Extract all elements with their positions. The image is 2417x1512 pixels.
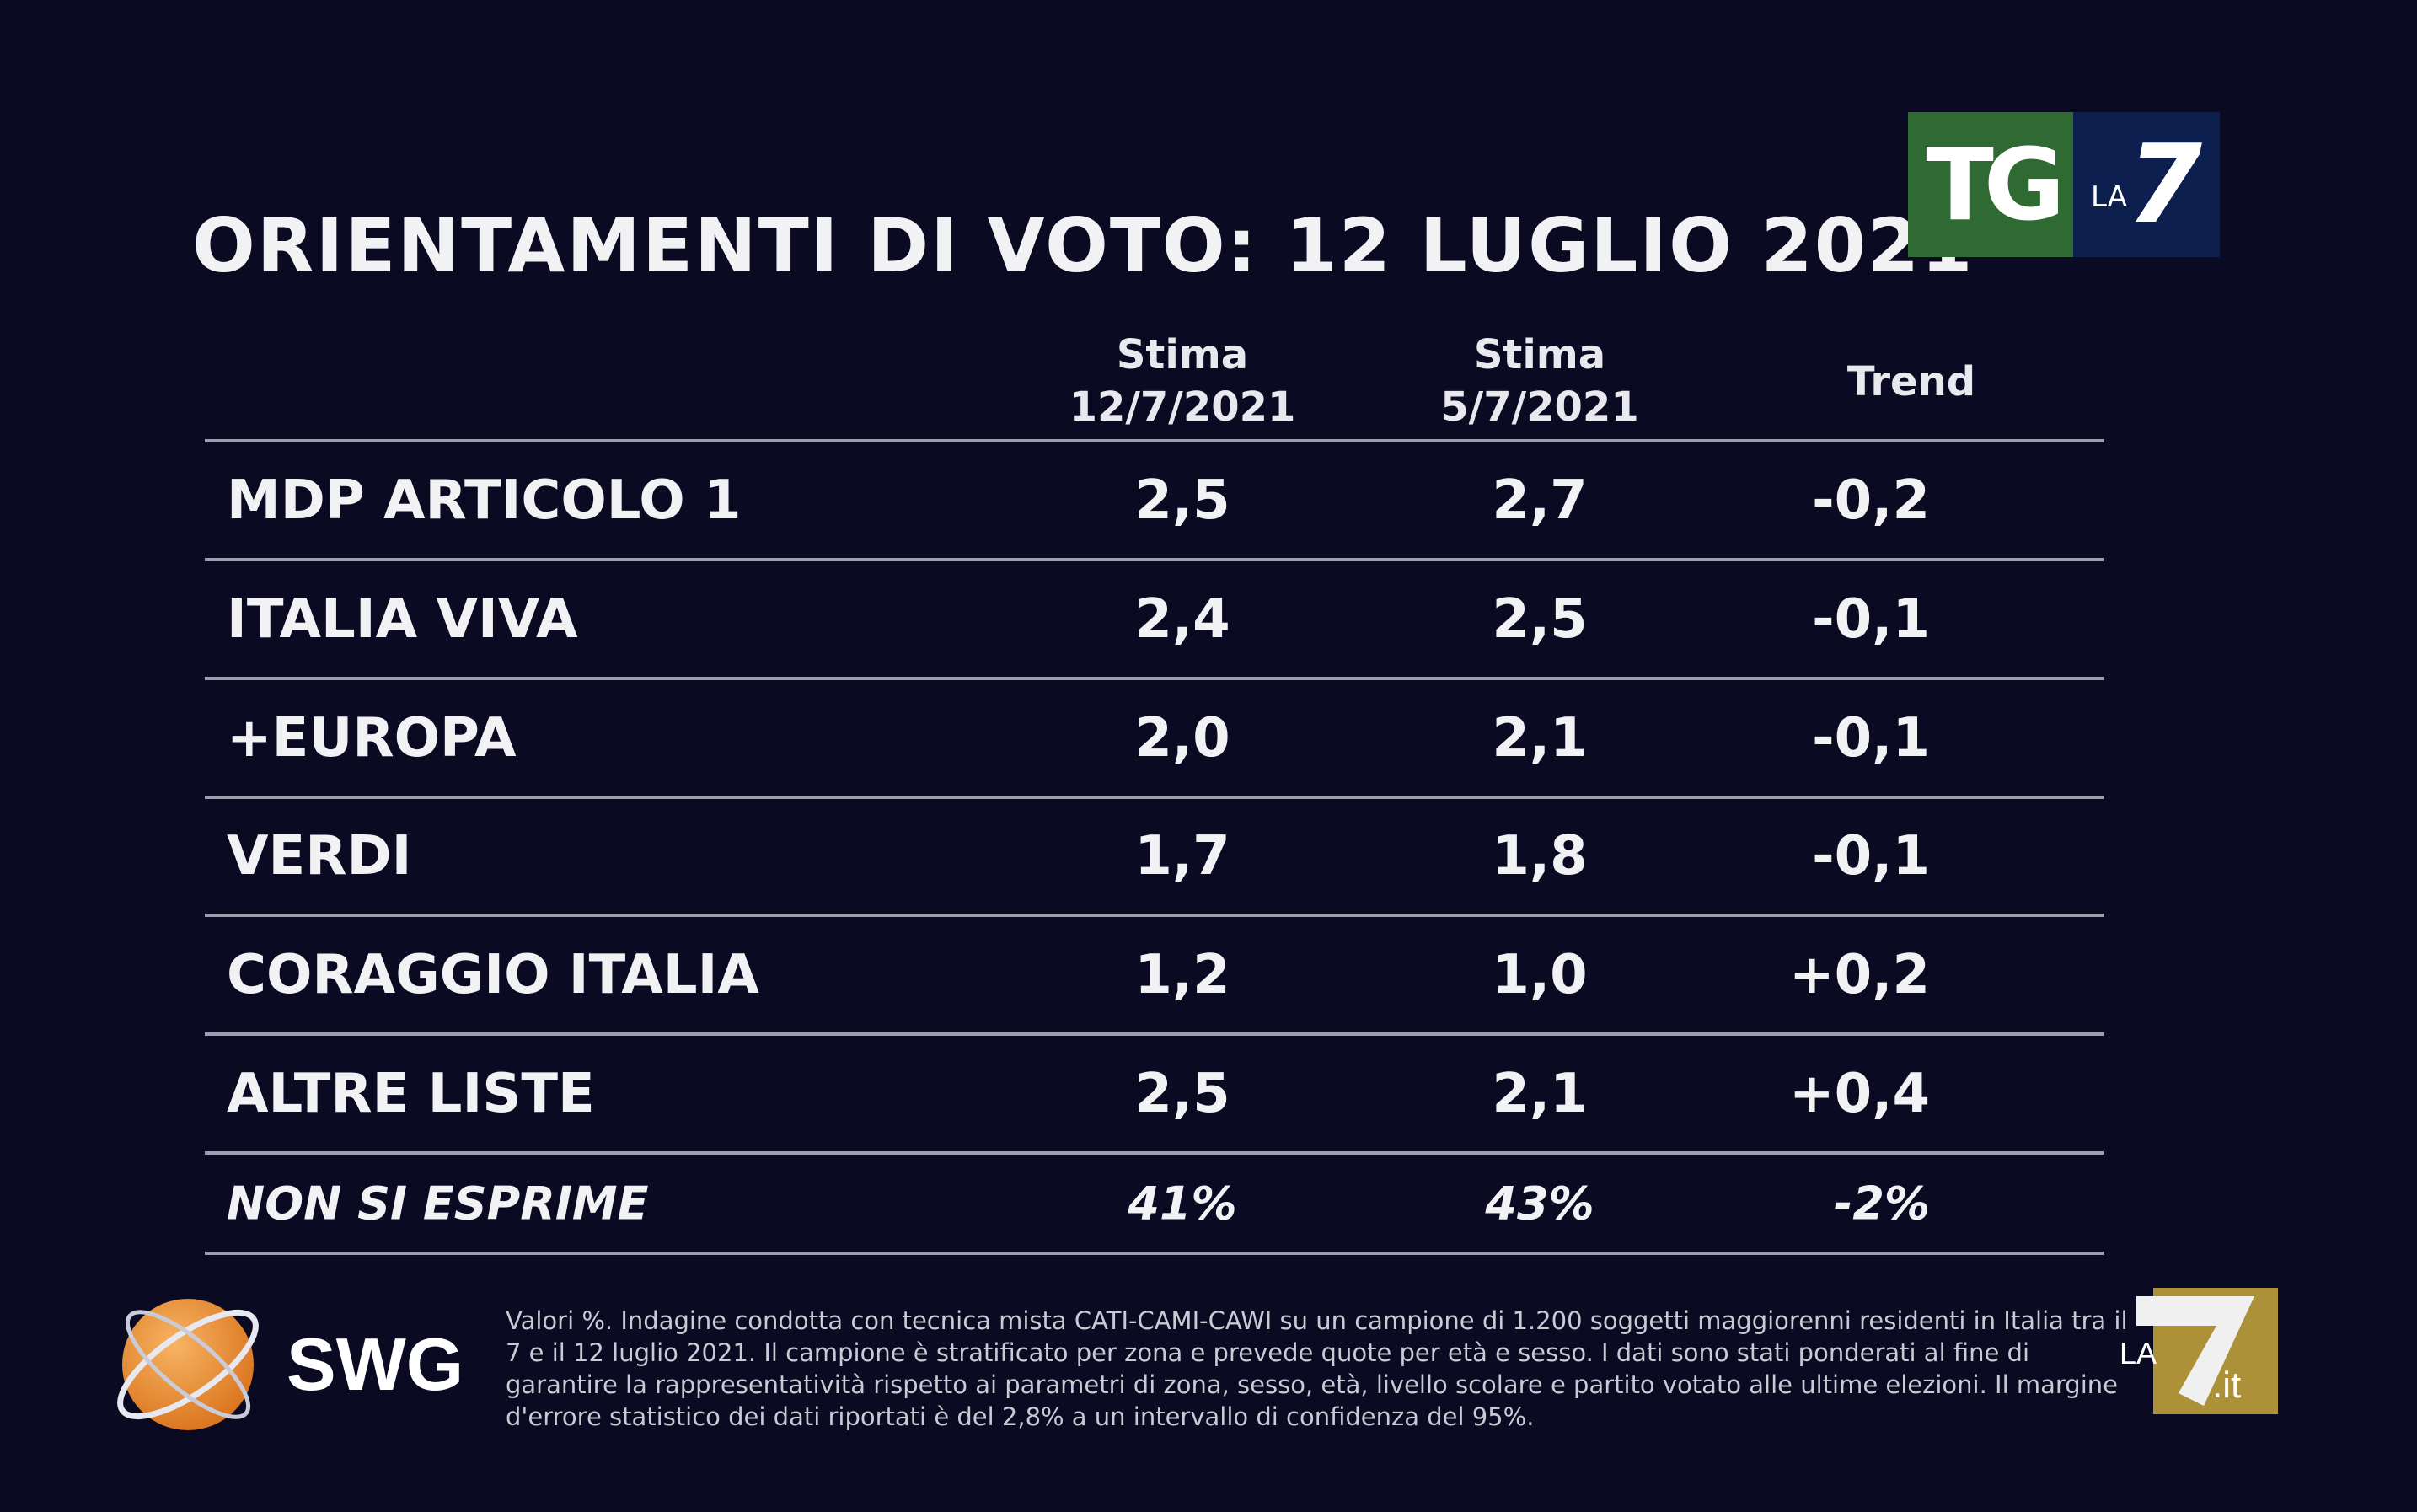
party-name: ITALIA VIVA — [227, 587, 578, 651]
la-logo-text: LA — [2090, 180, 2127, 214]
party-name: ALTRE LISTE — [227, 1062, 595, 1125]
it-watermark-text: .it — [2212, 1365, 2241, 1406]
header-current: Stima 12/7/2021 — [1056, 329, 1309, 433]
la7it-watermark: LA .it — [2120, 1288, 2278, 1414]
tg-logo-text: TG — [1908, 112, 2073, 257]
table-row: VERDI 1,7 1,8 -0,1 — [227, 825, 1930, 887]
swg-text: SWG — [287, 1322, 464, 1406]
footnote: Valori %. Indagine condotta con tecnica … — [506, 1306, 2128, 1431]
trend-value: -0,1 — [1812, 706, 1930, 769]
la-watermark-text: LA — [2120, 1336, 2157, 1370]
row-divider — [205, 1151, 2104, 1155]
seven-logo-text: 7 — [2126, 121, 2203, 248]
row-divider — [205, 1032, 2104, 1036]
row-divider — [205, 796, 2104, 799]
table-row: ITALIA VIVA 2,4 2,5 -0,1 — [227, 587, 1930, 651]
header-previous-line2: 5/7/2021 — [1440, 383, 1639, 431]
table-row: ALTRE LISTE 2,5 2,1 +0,4 — [227, 1062, 1930, 1125]
party-name: CORAGGIO ITALIA — [227, 943, 759, 1006]
trend-value: -0,2 — [1812, 469, 1930, 532]
page-title: ORIENTAMENTI DI VOTO: 12 LUGLIO 2021 — [192, 202, 1975, 289]
trend-value: +0,4 — [1789, 1062, 1930, 1125]
table-row: +EUROPA 2,0 2,1 -0,1 — [227, 706, 1930, 769]
header-previous: Stima 5/7/2021 — [1413, 329, 1666, 433]
row-divider — [205, 558, 2104, 561]
party-name: VERDI — [227, 825, 412, 887]
row-divider — [205, 914, 2104, 917]
tgla7-logo: TG LA 7 — [1908, 112, 2220, 257]
party-name: NON SI ESPRIME — [227, 1177, 649, 1230]
header-trend: Trend — [1846, 358, 1976, 405]
row-divider — [205, 439, 2104, 442]
header-current-line2: 12/7/2021 — [1069, 383, 1296, 431]
table-row: MDP ARTICOLO 1 2,5 2,7 -0,2 — [227, 469, 1930, 532]
swg-logo: SWG — [117, 1299, 464, 1430]
party-name: +EUROPA — [227, 706, 517, 769]
trend-value: +0,2 — [1789, 943, 1930, 1006]
table-row: NON SI ESPRIME 41% 43% -2% — [227, 1177, 1930, 1230]
row-divider — [205, 1252, 2104, 1255]
header-previous-line1: Stima — [1473, 331, 1606, 378]
row-divider — [205, 677, 2104, 680]
party-name: MDP ARTICOLO 1 — [227, 469, 742, 532]
swg-globe-icon — [122, 1299, 254, 1430]
header-current-line1: Stima — [1116, 331, 1249, 378]
trend-value: -0,1 — [1812, 825, 1930, 887]
trend-value: -2% — [1833, 1177, 1930, 1230]
table-row: CORAGGIO ITALIA 1,2 1,0 +0,2 — [227, 943, 1930, 1006]
trend-value: -0,1 — [1812, 587, 1930, 651]
